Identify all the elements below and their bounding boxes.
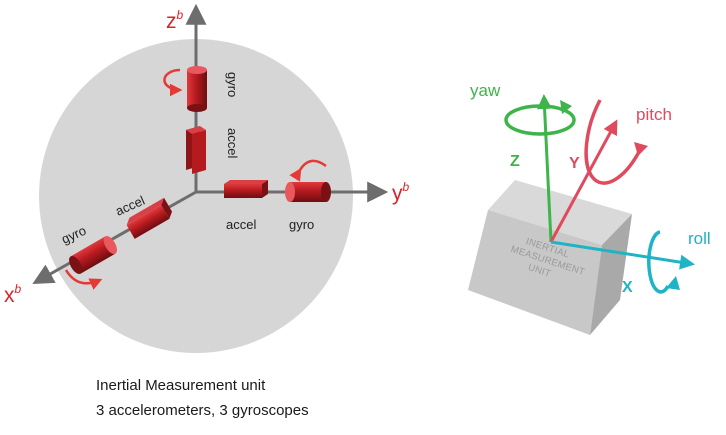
yaw-label: yaw [470,81,501,100]
y-gyro-rotation-arrow [289,159,327,182]
x-axis-letter: X [622,279,633,296]
imu-box [468,180,632,335]
x-gyro-rotation-arrow [64,269,103,290]
z-axis-label: zb [166,8,184,33]
pitch-label: pitch [636,105,672,124]
roll-label: roll [688,229,711,248]
y-accel-label: accel [226,217,256,232]
z-gyro-rotation-arrow [163,68,183,97]
x-accel-sensor [126,197,173,239]
z-accel-label: accel [225,128,240,158]
yaw-rotation-arrow [504,104,576,136]
y-axis-label: yb [392,180,410,205]
z-gyro-label: gyro [225,72,240,97]
pitch-arrowhead [634,142,648,156]
roll-arrowhead [666,276,680,290]
yaw-arrowhead [560,100,572,114]
caption-line-1: Inertial Measurement unit [96,377,266,394]
roll-rotation-arrow [647,230,670,294]
z-axis-letter: Z [510,153,520,170]
z-axis-arrow [537,94,553,243]
z-accel-sensor [186,126,206,174]
x-gyro-sensor [69,235,117,275]
x-axis-arrow [550,240,695,270]
z-gyro-sensor [187,66,207,112]
y-accel-sensor [224,180,268,198]
y-axis-letter: Y [569,155,580,172]
y-axis-arrow [549,119,618,243]
y-gyro-label: gyro [289,217,314,232]
pitch-rotation-arrow [584,99,642,185]
y-gyro-sensor [285,182,331,202]
x-axis-label: xb [4,282,22,307]
body-sphere [39,39,353,353]
caption-line-2: 3 accelerometers, 3 gyroscopes [96,402,309,419]
